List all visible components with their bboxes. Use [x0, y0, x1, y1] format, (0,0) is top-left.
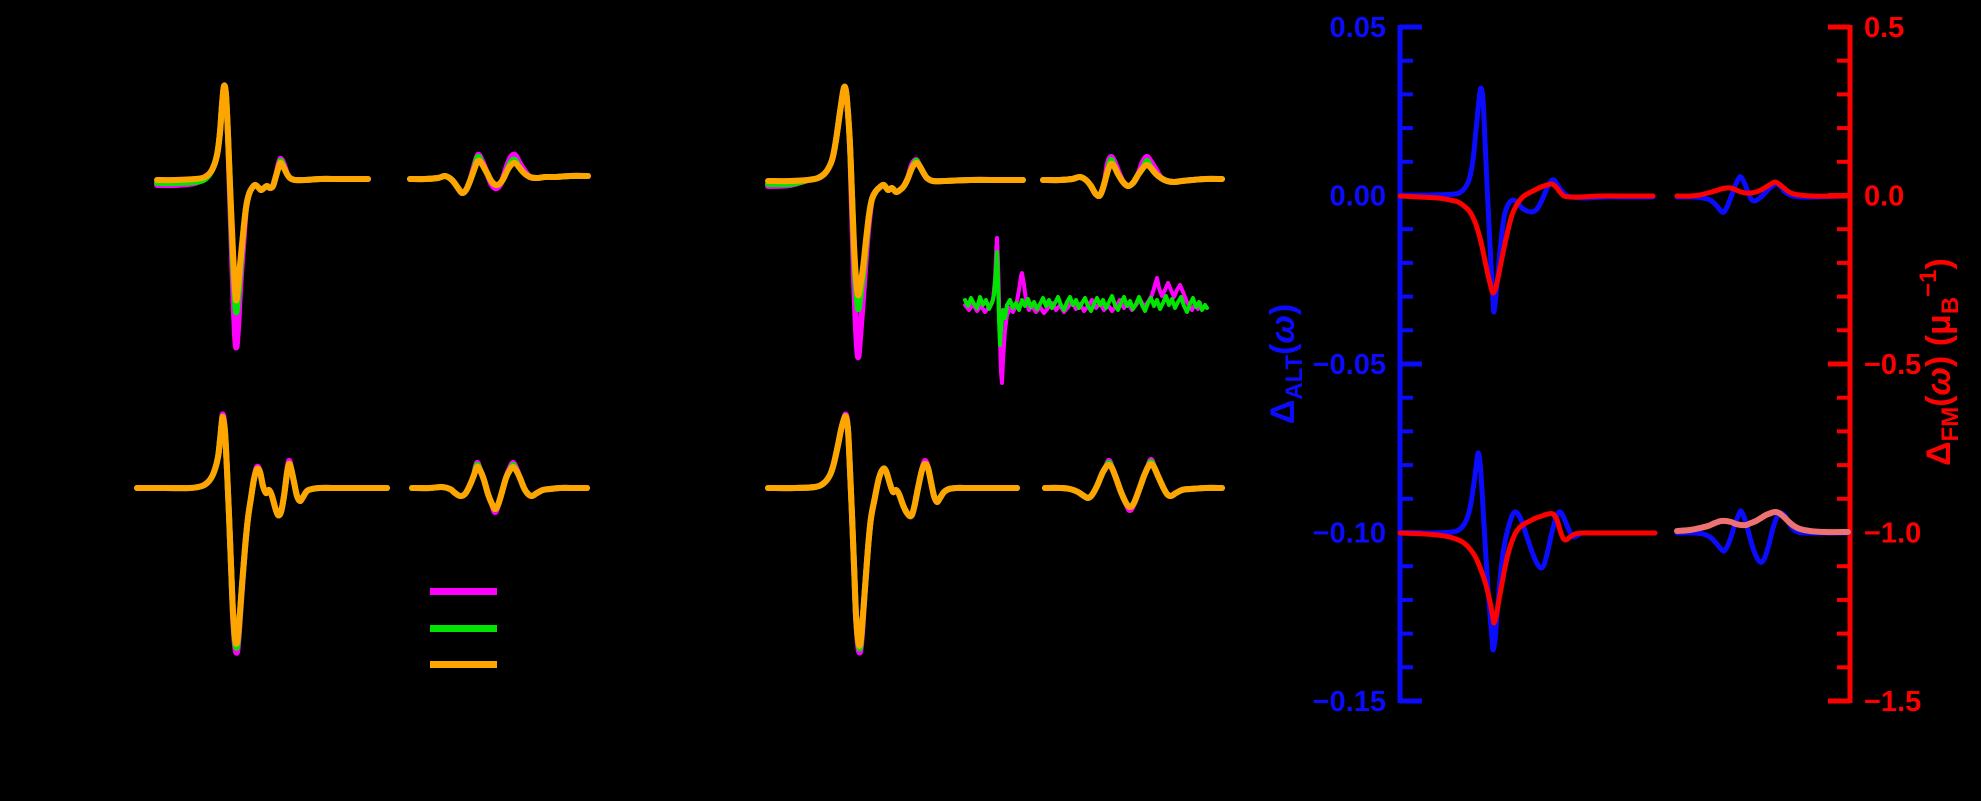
a-bot-left-magenta [134, 411, 390, 656]
a-bot-right-orange [409, 463, 590, 513]
panel-b [765, 83, 1225, 656]
legend-swatch-orange [430, 661, 497, 668]
panel-b-inset [963, 236, 1209, 385]
a-bot-left-green [134, 413, 390, 651]
c-red-bot-left [1397, 510, 1658, 626]
tick-label: 0.5 [1864, 12, 1904, 44]
a-bot-left-orange [134, 413, 390, 647]
tick-label: 0.05 [1330, 12, 1386, 44]
a-top-left-green [154, 82, 371, 316]
c-red-top-left [1397, 181, 1656, 296]
tick-label: −0.10 [1313, 518, 1386, 550]
b-top-left-green [765, 83, 1026, 313]
tick-label: −0.15 [1313, 686, 1386, 718]
tick-label: −0.5 [1864, 349, 1921, 381]
panel-c: 0.05 0.00 −0.05 −0.10 −0.15 0.5 0.0 −0.5 −1.0 −1.… [1313, 12, 1922, 718]
tick-label: −1.0 [1864, 518, 1921, 550]
legend-swatch-green [430, 625, 497, 632]
tick-label: 0.0 [1864, 181, 1904, 213]
fm-axis-title: ΔFM(ω) (μB−1) [1915, 258, 1964, 466]
a-top-left-magenta [154, 82, 371, 351]
b-bot-right-orange [1042, 461, 1225, 510]
legend [430, 588, 497, 668]
c-blue-bot-left [1397, 450, 1658, 653]
alt-axis-title: ΔALT(ω) [1264, 304, 1308, 424]
b-bot-left-green [765, 413, 1020, 652]
tick-label: −0.05 [1313, 349, 1386, 381]
tick-label: −1.5 [1864, 686, 1921, 718]
legend-swatch-magenta [430, 588, 497, 595]
b-bot-left-magenta [765, 411, 1020, 656]
b-top-right-orange [1040, 160, 1225, 200]
panel-a [134, 82, 591, 656]
c-salmon-bot-right [1674, 509, 1851, 536]
a-top-left-orange [154, 82, 371, 304]
c-red-top-right [1674, 179, 1851, 199]
b-top-left-magenta [765, 83, 1026, 361]
b-bot-left-orange [765, 413, 1020, 649]
a-top-right-orange [407, 157, 591, 197]
tick-label: 0.00 [1330, 181, 1386, 213]
b-top-left-orange [765, 83, 1026, 299]
inset-green [963, 250, 1209, 347]
